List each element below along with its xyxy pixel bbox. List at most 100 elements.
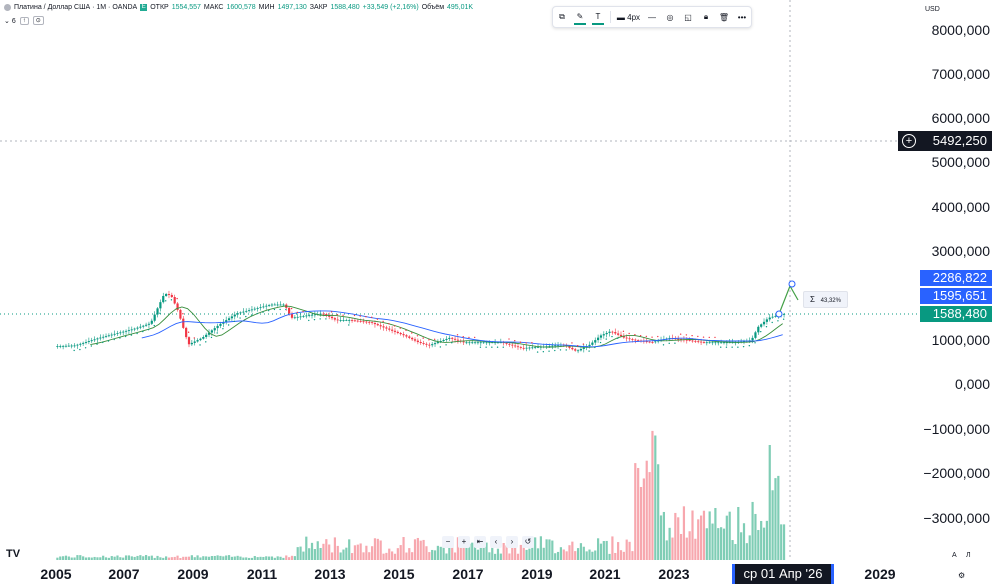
candle-body (205, 334, 208, 337)
candle-body (399, 332, 402, 335)
candle-body (213, 328, 216, 331)
chart-navigation: − + ⇤ ‹ › ↺ (442, 536, 534, 548)
sar-dot (216, 332, 218, 334)
high-value: 1600,578 (226, 4, 256, 11)
volume-bar (336, 545, 339, 560)
sar-dot (542, 351, 545, 353)
volume-bar (182, 556, 185, 560)
sar-dot (697, 335, 699, 338)
volume-bar (514, 538, 517, 560)
volume-bar (691, 510, 694, 560)
volume-bar (213, 555, 216, 560)
indicator-chip-1[interactable]: ↑ (19, 16, 29, 25)
tradingview-logo-icon[interactable]: TV (6, 548, 21, 560)
symbol-name[interactable]: Платина / Доллар США · 1М · OANDA (14, 4, 138, 11)
log-scale-toggle[interactable]: Л (966, 552, 971, 559)
volume-bar (385, 552, 388, 560)
volume-bar (153, 557, 156, 560)
indicator-chip-2[interactable]: ⊙ (32, 16, 44, 25)
candle-body (207, 332, 211, 335)
visibility-icon[interactable]: ◱ (684, 12, 692, 22)
exchange-badge: E (140, 4, 148, 11)
chart-settings-icon[interactable]: ⚙ (958, 571, 966, 580)
candle-body (411, 337, 414, 340)
volume-bar (571, 541, 574, 560)
volume-bar (436, 545, 439, 560)
candle-body (76, 344, 79, 346)
sar-dot (639, 334, 642, 337)
candle-body (322, 313, 325, 315)
indicators-row: ⌄ 6 ↑ ⊙ (4, 16, 44, 25)
candle-body (694, 340, 697, 342)
candle-body (279, 304, 282, 306)
text-icon[interactable]: T (591, 9, 604, 25)
candle-body (296, 316, 299, 318)
reset-button[interactable]: ↺ (522, 536, 534, 548)
candle-body (190, 342, 193, 345)
scroll-left-button[interactable]: ‹ (490, 536, 502, 548)
x-crosshair-date: ср 01 Апр '26 (732, 564, 834, 584)
line-width-select[interactable]: ▬ 4px (616, 12, 641, 22)
volume-bar (599, 543, 603, 560)
sar-dot (142, 330, 144, 333)
sar-dot (90, 345, 93, 347)
candle-body (104, 336, 108, 337)
indicators-toggle[interactable]: ⌄ 6 (4, 17, 16, 25)
volume-bar (740, 532, 743, 560)
volume-bar (408, 548, 411, 560)
volume-bar (176, 555, 179, 560)
sar-dot (531, 341, 533, 344)
zoom-out-button[interactable]: − (442, 536, 454, 548)
volume-bar (150, 555, 153, 560)
group-icon[interactable]: ⧉ (559, 12, 565, 21)
candle-body (219, 323, 222, 326)
candle-body (431, 344, 434, 346)
candle-body (691, 340, 694, 342)
volume-bar (350, 553, 354, 560)
volume-bar (596, 538, 600, 560)
volume-bar (342, 549, 345, 560)
volume-bar (760, 520, 763, 560)
scroll-to-start-button[interactable]: ⇤ (474, 536, 486, 548)
sar-dot (330, 311, 333, 313)
currency-label[interactable]: USD (925, 6, 940, 13)
add-alert-icon[interactable]: + (902, 134, 916, 148)
volume-bar (376, 538, 379, 560)
pencil-icon[interactable]: ✎ (573, 9, 586, 25)
volume-bar (774, 478, 777, 560)
more-icon[interactable]: ••• (737, 12, 747, 22)
sar-dot (760, 330, 762, 333)
settings-icon[interactable]: ◎ (666, 12, 674, 22)
line-style-icon[interactable]: — (648, 12, 657, 22)
volume-bar (536, 548, 540, 560)
volume-bar (396, 548, 399, 560)
auto-scale-toggle[interactable]: A (952, 552, 957, 559)
candle-body (611, 331, 614, 333)
candle-body (379, 325, 382, 327)
sar-dot (342, 314, 344, 316)
volume-bar (594, 550, 597, 560)
candle-body (757, 326, 760, 333)
candle-body (350, 320, 354, 321)
candle-body (651, 342, 654, 343)
sar-dot (416, 335, 419, 337)
sar-dot (199, 344, 201, 346)
volume-bar (551, 540, 554, 560)
sar-dot (130, 334, 133, 336)
zoom-in-button[interactable]: + (458, 536, 470, 548)
scroll-right-button[interactable]: › (506, 536, 518, 548)
crosshair-price-box[interactable]: + 5492,250 (898, 131, 992, 151)
candle-body (631, 338, 634, 340)
volume-bar (556, 551, 560, 560)
trash-icon[interactable]: 🗑︎ (718, 12, 730, 22)
volume-bar (330, 552, 334, 560)
candle-body (514, 345, 517, 347)
lock-icon[interactable]: 🔒︎ (703, 12, 709, 21)
candle-body (276, 304, 279, 306)
candle-body (516, 346, 520, 348)
sar-dot (468, 336, 470, 339)
sar-dot (479, 346, 482, 348)
ma-green-line (90, 305, 783, 348)
candle-body (319, 313, 322, 315)
